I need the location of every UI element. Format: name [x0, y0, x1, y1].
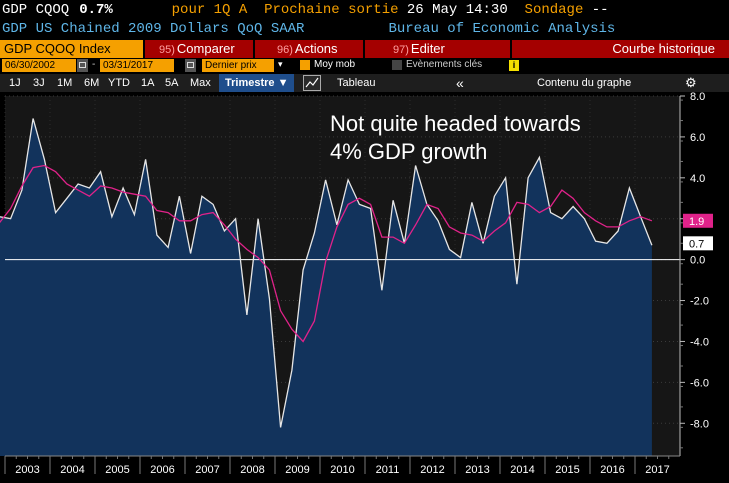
series-name: GDP US Chained 2009 Dollars QoQ SAAR: [2, 21, 305, 37]
x-year-label: 2003: [15, 464, 39, 476]
range-button-1j[interactable]: 1J: [9, 77, 21, 89]
x-year-label: 2014: [510, 464, 534, 476]
current-value: 0.7%: [79, 2, 113, 18]
end-date-input[interactable]: 03/31/2017: [100, 59, 174, 72]
moving-average-series: [0, 164, 653, 343]
edit-num: 97): [393, 44, 409, 56]
next-release-label: Prochaine sortie: [264, 2, 399, 18]
collapse-icon[interactable]: «: [456, 75, 464, 91]
x-year-label: 2010: [330, 464, 354, 476]
table-button[interactable]: Tableau: [337, 77, 376, 89]
chart-content-button[interactable]: Contenu du graphe: [537, 77, 632, 89]
range-button-3j[interactable]: 3J: [33, 77, 45, 89]
moy-mob-checkbox[interactable]: [300, 60, 310, 70]
range-button-max[interactable]: Max: [190, 77, 211, 89]
survey-label: Sondage: [524, 2, 584, 18]
x-axis: 2003 2004 2005 2006 2007 2008 2009 2010 2011 2012…: [0, 455, 729, 483]
range-button-5a[interactable]: 5A: [165, 77, 179, 89]
chart-annotation: Not quite headed towards 4% GDP growth: [330, 110, 581, 166]
menu-bar: GDP CQOQ Index 95) Comparer 96) Actions 97…: [0, 40, 729, 58]
gdp-line: [0, 118, 653, 428]
x-year-label: 2004: [60, 464, 84, 476]
ticker-menu[interactable]: GDP CQOQ Index: [0, 40, 143, 58]
gdp-series: [0, 118, 680, 456]
y-tick-label: 6.0: [690, 132, 705, 144]
actions-num: 96): [277, 44, 293, 56]
line-chart-icon[interactable]: [303, 74, 321, 92]
annotation-line-1: Not quite headed towards: [330, 111, 581, 136]
x-year-label: 2007: [195, 464, 219, 476]
compare-num: 95): [159, 44, 175, 56]
compare-button[interactable]: 95) Comparer: [145, 40, 253, 58]
range-button-1m[interactable]: 1M: [57, 77, 73, 89]
frequency-select[interactable]: Trimestre ▼: [219, 74, 295, 92]
actions-button[interactable]: 96) Actions: [255, 40, 363, 58]
date-bar: 06/30/2002 - 03/31/2017 Dernier prix ▾ M…: [0, 58, 729, 74]
edit-label: Editer: [410, 41, 445, 56]
y-axis: -8.0-6.0-4.0-2.00.02.04.06.08.01.90.7: [679, 92, 713, 456]
events-checkbox[interactable]: [392, 60, 402, 70]
info-icon[interactable]: i: [509, 60, 519, 71]
y-tick-label: -2.0: [690, 296, 709, 308]
annotation-line-2: 4% GDP growth: [330, 139, 488, 164]
range-button-ytd[interactable]: YTD: [108, 77, 130, 89]
ma-value-badge: [683, 213, 713, 228]
moy-mob-label: Moy mob: [314, 59, 356, 70]
date-separator: -: [92, 59, 96, 70]
moving-average-line: [0, 164, 653, 343]
calendar-icon[interactable]: [185, 59, 196, 72]
x-year-label: 2016: [600, 464, 624, 476]
x-year-label: 2012: [420, 464, 444, 476]
y-tick-label: -4.0: [690, 336, 709, 348]
calendar-icon[interactable]: [77, 59, 88, 72]
survey-value: --: [591, 2, 609, 18]
ticker: GDP CQOQ: [2, 2, 70, 18]
x-year-label: 2017: [645, 464, 669, 476]
edit-button[interactable]: 97) Editer: [365, 40, 510, 58]
events-label: Evènements clés: [406, 59, 483, 70]
y-tick-label: 4.0: [690, 173, 705, 185]
gdp-area-fill: [0, 118, 652, 456]
period: pour 1Q A: [171, 2, 248, 18]
x-year-label: 2009: [285, 464, 309, 476]
x-year-label: 2013: [465, 464, 489, 476]
next-release-date: 26 May 14:30: [406, 2, 508, 18]
header-sub-line: GDP US Chained 2009 Dollars QoQ SAAR Bur…: [2, 21, 615, 40]
ma-value-label: 1.9: [689, 216, 704, 228]
gear-icon[interactable]: ⚙: [685, 75, 697, 90]
x-year-label: 2011: [376, 464, 400, 476]
y-tick-label: -8.0: [690, 418, 709, 430]
chevron-down-icon[interactable]: ▾: [278, 59, 283, 69]
gdp-chart: -8.0-6.0-4.0-2.00.02.04.06.08.01.90.7 20…: [0, 92, 729, 483]
y-tick-label: -6.0: [690, 377, 709, 389]
x-year-label: 2015: [555, 464, 579, 476]
start-date-input[interactable]: 06/30/2002: [2, 59, 76, 72]
x-year-label: 2006: [150, 464, 174, 476]
view-title: Courbe historique: [512, 40, 729, 58]
range-button-6m[interactable]: 6M: [84, 77, 100, 89]
gdp-value-badge: [683, 236, 713, 251]
range-button-1a[interactable]: 1A: [141, 77, 155, 89]
compare-label: Comparer: [176, 41, 235, 56]
x-year-label: 2005: [105, 464, 129, 476]
actions-label: Actions: [294, 41, 338, 56]
x-year-label: 2008: [240, 464, 264, 476]
y-tick-label: 8.0: [690, 92, 705, 103]
gdp-value-label: 0.7: [689, 238, 704, 250]
header-top-line: GDP CQOQ 0.7% pour 1Q A Prochaine sortie …: [2, 2, 609, 21]
source: Bureau of Economic Analysis: [388, 21, 616, 37]
y-tick-label: 0.0: [690, 255, 705, 267]
price-select[interactable]: Dernier prix: [202, 59, 274, 72]
range-bar: 1J 3J 1M 6M YTD 1A 5A Max Trimestre ▼ Tableau «…: [0, 74, 729, 92]
